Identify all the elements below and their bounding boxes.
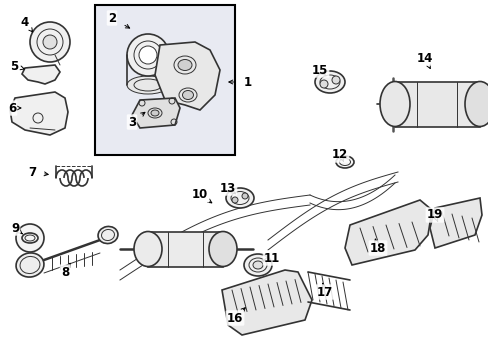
Ellipse shape — [335, 156, 353, 168]
Text: 2: 2 — [108, 12, 116, 24]
Polygon shape — [345, 200, 431, 265]
Ellipse shape — [134, 231, 162, 266]
Text: 8: 8 — [61, 266, 69, 279]
Bar — [95, 5, 235, 155]
Text: 3: 3 — [128, 116, 136, 129]
Polygon shape — [132, 98, 180, 128]
Text: 13: 13 — [220, 181, 236, 194]
Text: 14: 14 — [416, 51, 432, 64]
Text: 10: 10 — [191, 189, 208, 202]
Text: 11: 11 — [264, 252, 280, 265]
Ellipse shape — [127, 76, 169, 94]
Bar — [148, 232, 223, 267]
Ellipse shape — [127, 34, 169, 76]
Circle shape — [319, 80, 327, 88]
Ellipse shape — [225, 188, 253, 208]
Text: 12: 12 — [331, 148, 347, 162]
Ellipse shape — [252, 261, 263, 269]
Text: 5: 5 — [10, 59, 18, 72]
Text: 7: 7 — [28, 166, 36, 179]
Ellipse shape — [98, 226, 118, 244]
Text: 18: 18 — [369, 242, 386, 255]
Ellipse shape — [244, 254, 271, 276]
Polygon shape — [22, 65, 60, 84]
Bar — [394, 82, 479, 127]
Ellipse shape — [208, 231, 237, 266]
Circle shape — [242, 193, 247, 199]
Circle shape — [16, 224, 44, 252]
Text: 19: 19 — [426, 208, 442, 221]
Text: 1: 1 — [244, 76, 251, 89]
Polygon shape — [10, 92, 68, 135]
Text: 4: 4 — [21, 15, 29, 28]
Polygon shape — [429, 198, 481, 248]
Polygon shape — [155, 42, 220, 110]
Circle shape — [231, 197, 238, 203]
Text: 9: 9 — [11, 221, 19, 234]
Ellipse shape — [314, 71, 345, 93]
Ellipse shape — [182, 90, 193, 99]
Ellipse shape — [16, 253, 44, 277]
Ellipse shape — [139, 46, 157, 64]
Text: 16: 16 — [226, 311, 243, 324]
Ellipse shape — [379, 81, 409, 126]
Text: 6: 6 — [8, 102, 16, 114]
Circle shape — [30, 22, 70, 62]
Text: 17: 17 — [316, 285, 332, 298]
Circle shape — [43, 35, 57, 49]
Ellipse shape — [151, 110, 159, 116]
Circle shape — [331, 76, 339, 84]
Polygon shape — [222, 270, 311, 335]
Text: 15: 15 — [311, 63, 327, 77]
Ellipse shape — [178, 59, 192, 71]
Ellipse shape — [464, 81, 488, 126]
